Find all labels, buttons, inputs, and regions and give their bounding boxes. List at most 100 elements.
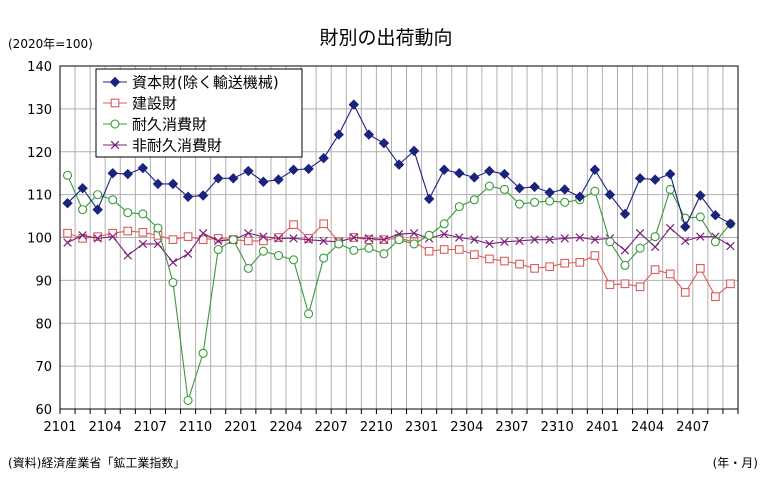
x-tick-label: 2101 (43, 420, 76, 435)
data-point (198, 228, 208, 238)
data-point (514, 199, 525, 209)
x-tick-label: 2110 (179, 420, 212, 435)
data-point (545, 196, 555, 206)
data-point (303, 163, 314, 175)
data-point (183, 395, 193, 405)
data-point-stroke (63, 238, 72, 247)
data-point-stroke (455, 233, 464, 242)
data-point (274, 233, 283, 242)
data-point-stroke (696, 232, 705, 241)
data-point-stroke (108, 232, 117, 241)
data-point (635, 282, 645, 292)
y-tick-labels: 60 70 80 90 100 110 120 130 140 (27, 60, 52, 418)
data-point-stroke (635, 228, 645, 238)
data-point (454, 245, 464, 254)
data-point (695, 212, 705, 222)
data-point (318, 152, 329, 164)
series-4 (63, 223, 735, 267)
data-point (258, 176, 269, 187)
data-point (725, 218, 736, 229)
data-point (123, 226, 133, 236)
data-point (634, 173, 646, 184)
data-point (485, 239, 494, 249)
y-tick-label: 80 (35, 317, 52, 332)
x-tick-label: 2201 (224, 420, 257, 435)
series-line (67, 227, 731, 264)
data-point (379, 249, 389, 259)
x-tick-label: 2310 (541, 420, 574, 435)
data-point (289, 220, 298, 229)
data-point (93, 234, 102, 243)
data-point (455, 233, 464, 242)
data-point (680, 221, 691, 232)
data-point (198, 348, 208, 358)
x-tick-label: 2401 (586, 420, 619, 435)
data-point (423, 193, 435, 205)
data-point (545, 262, 555, 272)
data-point (228, 173, 239, 184)
data-point (137, 162, 149, 174)
data-point-stroke (183, 249, 193, 259)
data-point (710, 237, 720, 247)
data-point-stroke (289, 234, 298, 243)
data-point (168, 235, 178, 244)
x-tick-label: 2407 (676, 420, 709, 435)
data-point (63, 228, 72, 238)
data-point-stroke (726, 241, 735, 251)
data-point (304, 234, 313, 243)
data-point (620, 246, 630, 255)
x-tick-label: 2304 (450, 420, 483, 435)
data-point (349, 245, 359, 255)
data-point (619, 208, 631, 220)
data-point-stroke (560, 234, 569, 243)
data-point (515, 236, 524, 246)
data-point (469, 250, 479, 260)
data-point-stroke (244, 228, 253, 238)
data-point (575, 233, 585, 242)
data-point (695, 264, 705, 273)
data-point (348, 99, 360, 110)
data-point-stroke (545, 235, 554, 244)
data-point (168, 277, 178, 288)
data-point-stroke (650, 242, 660, 252)
data-point (197, 190, 209, 201)
data-point (364, 234, 374, 243)
legend-label: 非耐久消費財 (132, 137, 222, 155)
data-point (484, 181, 494, 191)
data-point (243, 236, 253, 246)
data-point (198, 235, 208, 244)
data-point (560, 197, 570, 207)
data-point (109, 76, 121, 88)
data-point (620, 279, 630, 289)
data-point-stroke (409, 228, 419, 238)
data-point (635, 228, 645, 238)
data-point (93, 190, 103, 200)
data-point (107, 167, 118, 179)
x-tick-labels: 2101 2104 2107 2110 2201 2204 2207 2210 2301 2304… (43, 420, 709, 435)
x-tick-label: 2104 (89, 420, 122, 435)
data-point (183, 232, 193, 241)
data-point (605, 280, 615, 290)
data-point (590, 186, 600, 196)
data-point (620, 260, 630, 270)
data-point (500, 237, 509, 247)
data-point (153, 239, 163, 249)
data-point-stroke (665, 223, 675, 233)
legend-item: 建設財 (103, 95, 177, 113)
data-point-stroke (198, 228, 208, 238)
data-point (664, 168, 676, 180)
data-point (530, 235, 539, 244)
data-point (589, 164, 601, 175)
legend-label: 建設財 (132, 95, 177, 113)
data-point (364, 235, 374, 244)
legend-box (95, 68, 303, 158)
data-point-stroke (349, 233, 359, 242)
data-point (153, 223, 163, 233)
data-point (726, 279, 735, 289)
data-point (485, 254, 494, 264)
data-point (470, 235, 479, 244)
y-tick-label: 90 (35, 274, 52, 289)
y-tick-label: 110 (27, 189, 52, 204)
x-tick-label: 2404 (631, 420, 664, 435)
